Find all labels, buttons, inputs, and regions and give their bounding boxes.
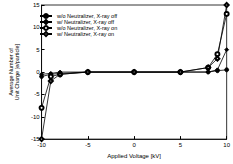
svg-text:-5: -5 (34, 91, 40, 97)
svg-text:0: 0 (36, 69, 40, 76)
svg-text:w/ Neutralizer, X-ray on: w/ Neutralizer, X-ray on (56, 31, 114, 37)
svg-text:-5: -5 (85, 142, 91, 148)
svg-text:w/ Neutralizer, X-ray off: w/ Neutralizer, X-ray off (57, 19, 115, 25)
svg-text:15: 15 (33, 2, 40, 8)
svg-text:-10: -10 (37, 142, 46, 148)
svg-text:10: 10 (33, 24, 40, 30)
svg-text:-10: -10 (31, 114, 40, 120)
svg-text:w/o Neutralizer, X-ray off: w/o Neutralizer, X-ray off (57, 13, 118, 19)
svg-text:Unit Charge [e/particle]: Unit Charge [e/particle] (14, 43, 20, 100)
svg-text:5: 5 (36, 47, 40, 53)
svg-text:Applied Voltage [kV]: Applied Voltage [kV] (107, 153, 161, 159)
svg-text:Average Number of: Average Number of (8, 48, 14, 96)
svg-text:w/o Neutralizer, X-ray on: w/o Neutralizer, X-ray on (57, 25, 118, 31)
svg-text:0: 0 (132, 142, 136, 148)
svg-text:5: 5 (179, 142, 183, 148)
svg-text:10: 10 (223, 142, 230, 148)
svg-text:-15: -15 (30, 136, 40, 143)
